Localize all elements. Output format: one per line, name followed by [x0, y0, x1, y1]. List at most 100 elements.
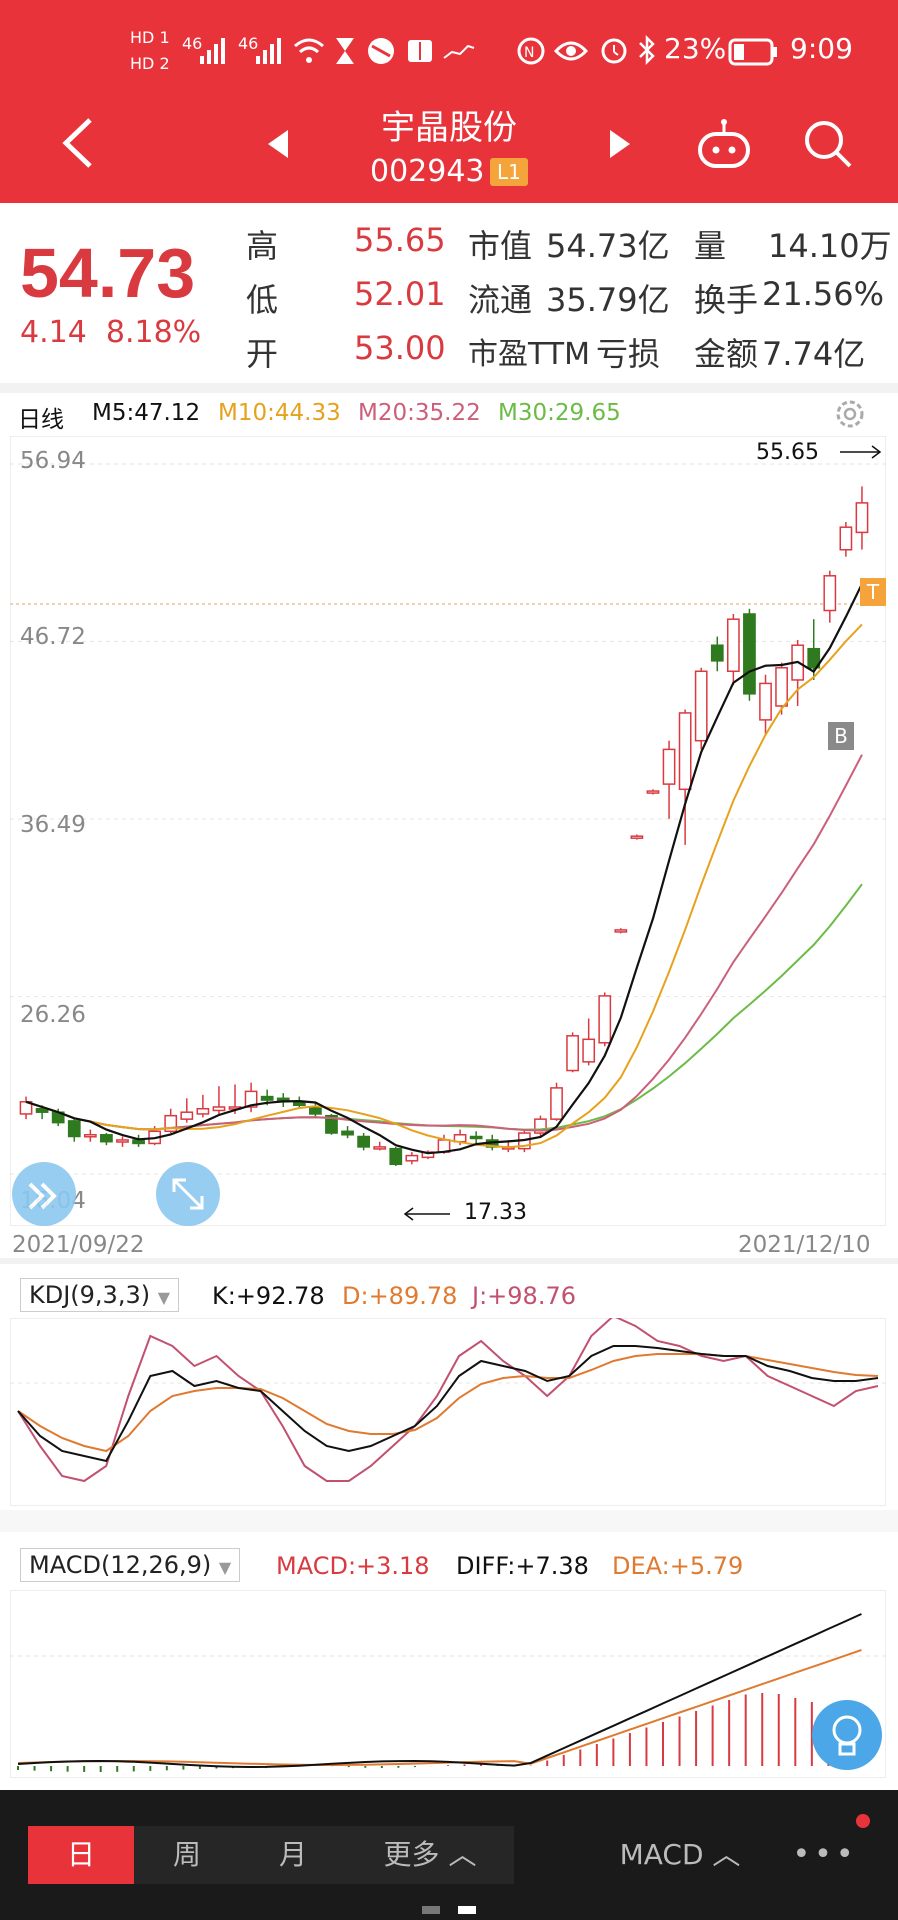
macd-selector[interactable]: MACD(12,26,9) ▼ [20, 1548, 241, 1582]
notification-dot [856, 1814, 870, 1828]
alarm-icon [601, 38, 627, 64]
start-date-label: 2021/09/22 [12, 1232, 145, 1258]
page-indicator-active [458, 1906, 476, 1914]
candle-up [373, 1146, 387, 1150]
ma5-value: M5:47.12 [92, 400, 201, 426]
previous-stock-icon[interactable] [266, 128, 290, 160]
candle-up [164, 1114, 178, 1133]
section-divider [0, 1510, 898, 1532]
candle-down [807, 647, 821, 669]
kline-chart[interactable] [9, 435, 887, 1227]
ma10-line [25, 623, 863, 1149]
collapse-button[interactable] [12, 1162, 76, 1226]
candle-down [132, 1139, 145, 1145]
double-arrow-icon [28, 1182, 57, 1210]
wifi-icon [294, 38, 324, 63]
macd-chart[interactable] [9, 1589, 887, 1779]
clock-time: 9:09 [790, 32, 853, 65]
back-arrow-icon[interactable] [58, 116, 98, 170]
eye-icon [554, 41, 588, 61]
candle-up [212, 1106, 226, 1112]
battery-percent: 23% [664, 32, 727, 65]
level-badge: L1 [490, 158, 528, 186]
quote-panel: 54.73 4.14 8.18% 高 55.65 市值 54.73亿 量 14.… [0, 203, 898, 383]
kdj-j-line [17, 1314, 879, 1483]
market-cap-label: 市值 [468, 227, 533, 265]
kdj-chart[interactable] [9, 1314, 887, 1507]
kdj-name: KDJ(9,3,3) [29, 1281, 151, 1309]
amount-value: 7.74亿 [762, 335, 866, 373]
ma30-line [25, 883, 863, 1131]
low-value: 52.01 [354, 275, 446, 313]
kdj-d-line [17, 1353, 879, 1453]
candle-up [775, 667, 788, 707]
expand-button[interactable] [156, 1162, 220, 1226]
low-marker-label: 17.33 [464, 1200, 527, 1225]
market-cap-value: 54.73亿 [546, 227, 670, 265]
more-menu-button[interactable]: ••• [792, 1837, 858, 1872]
app-icon-ball [368, 38, 394, 64]
high-value: 55.65 [354, 221, 446, 259]
candle-down [67, 1120, 81, 1138]
high-arrow-head [871, 445, 882, 459]
y-tick-label: 26.26 [20, 1002, 86, 1028]
change-percent: 8.18% [105, 315, 202, 350]
tab-more[interactable]: 更多 ︿ [346, 1826, 514, 1884]
candle-up [598, 995, 612, 1044]
candle-down [389, 1147, 403, 1166]
page-indicator [422, 1906, 440, 1914]
candle-down [100, 1134, 113, 1143]
candle-down [341, 1130, 354, 1136]
candle-down [469, 1135, 483, 1140]
macd-name: MACD(12,26,9) [29, 1551, 212, 1579]
high-label: 高 [246, 227, 279, 265]
candle-up [116, 1139, 129, 1143]
dropdown-icon: ▼ [157, 1288, 171, 1307]
candle-down [35, 1107, 49, 1113]
dea-value: DEA:+5.79 [612, 1552, 744, 1580]
chart-status-icon [443, 44, 475, 59]
tab-week[interactable]: 周 [134, 1826, 240, 1884]
volume-label: 量 [694, 227, 727, 265]
bluetooth-icon [639, 34, 655, 66]
book-icon [408, 40, 432, 62]
y-tick-label: 56.94 [20, 448, 86, 474]
candle-up [823, 575, 837, 612]
candle-up [244, 1090, 258, 1108]
period-label[interactable]: 日线 [18, 407, 64, 433]
end-date-label: 2021/12/10 [738, 1232, 871, 1258]
candle-up [196, 1107, 210, 1115]
turnover-value: 21.56% [762, 275, 885, 313]
network-label-2: 46 [238, 34, 259, 53]
tab-day[interactable]: 日 [28, 1826, 134, 1884]
indicator-switch[interactable]: MACD ︿ [619, 1838, 741, 1871]
macd-value: MACD:+3.18 [276, 1552, 430, 1580]
svg-text:N: N [524, 45, 534, 61]
tab-month[interactable]: 月 [240, 1826, 346, 1884]
change-amount: 4.14 [20, 315, 87, 350]
candle-up [694, 670, 708, 742]
candle-down [357, 1135, 370, 1148]
low-arrow-head [403, 1207, 414, 1221]
macd-svg [9, 1589, 887, 1779]
kdj-selector[interactable]: KDJ(9,3,3) ▼ [20, 1278, 180, 1312]
kline-svg [9, 435, 887, 1227]
next-stock-icon[interactable] [608, 128, 632, 160]
pe-label: 市盈TTM [468, 337, 591, 372]
candle-down [260, 1095, 274, 1101]
open-label: 开 [246, 335, 279, 373]
pe-value: 亏损 [596, 335, 661, 373]
tips-button[interactable] [812, 1700, 882, 1770]
hd2-indicator: HD 2 [130, 54, 170, 73]
hourglass-icon [336, 38, 354, 64]
y-tick-label: 36.49 [20, 812, 86, 838]
candle-up [678, 712, 692, 791]
kdj-k-line [17, 1345, 879, 1463]
price-change: 4.14 8.18% [20, 315, 201, 350]
candle-up [630, 835, 644, 839]
volume-value: 14.10万 [768, 227, 892, 265]
settings-gear-icon[interactable] [832, 396, 868, 432]
search-icon[interactable] [802, 118, 854, 170]
robot-assistant-icon[interactable] [694, 118, 754, 172]
candle-down [743, 613, 756, 695]
